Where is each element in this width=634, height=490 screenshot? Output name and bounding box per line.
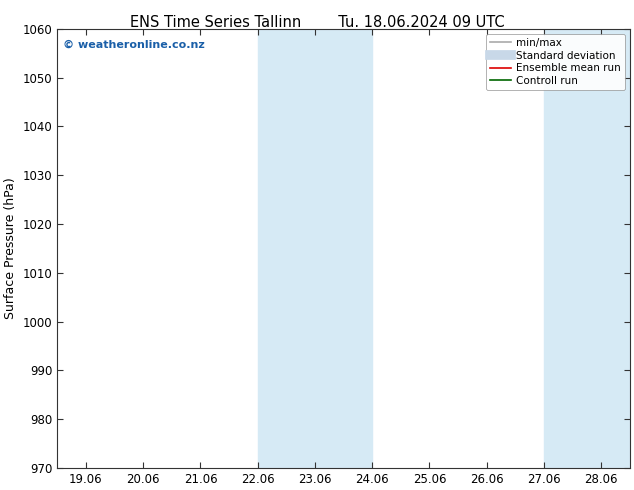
- Bar: [544, 29, 630, 468]
- Text: ENS Time Series Tallinn        Tu. 18.06.2024 09 UTC: ENS Time Series Tallinn Tu. 18.06.2024 0…: [130, 15, 504, 30]
- Text: © weatheronline.co.nz: © weatheronline.co.nz: [63, 40, 205, 50]
- Bar: [257, 29, 372, 468]
- Legend: min/max, Standard deviation, Ensemble mean run, Controll run: min/max, Standard deviation, Ensemble me…: [486, 34, 624, 90]
- Y-axis label: Surface Pressure (hPa): Surface Pressure (hPa): [4, 177, 17, 319]
